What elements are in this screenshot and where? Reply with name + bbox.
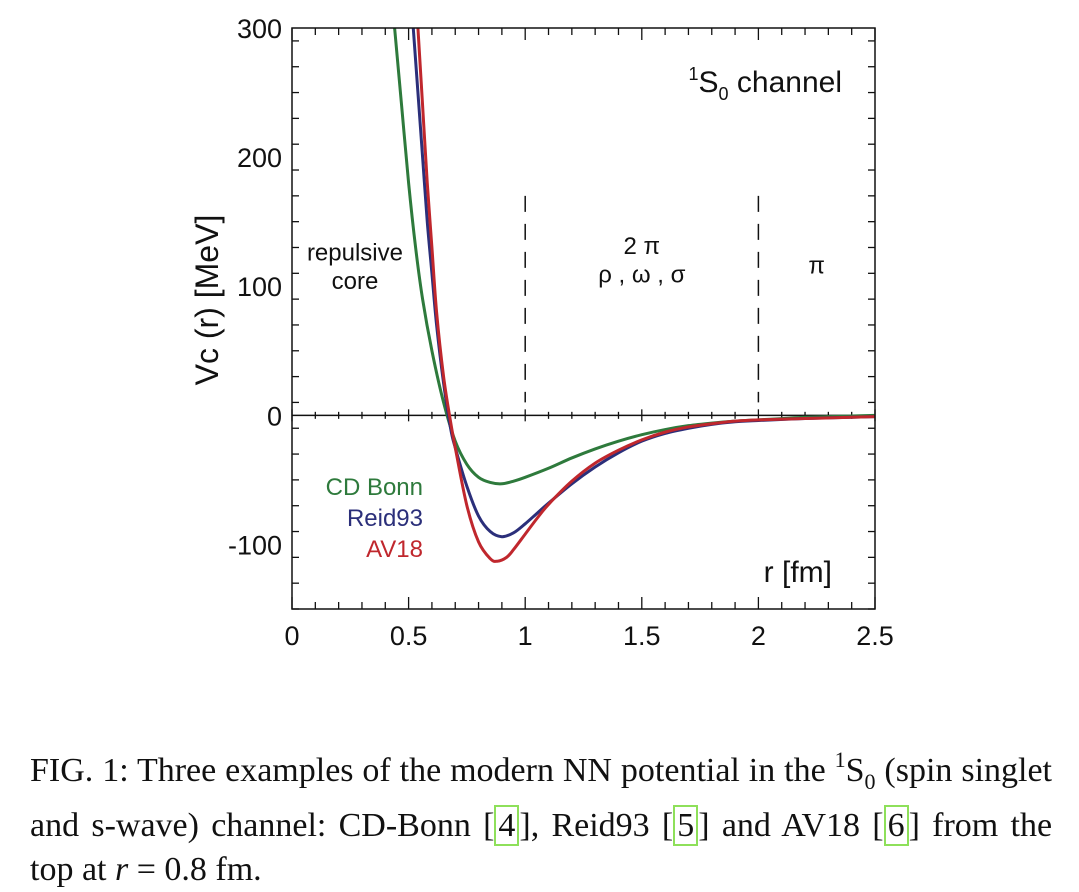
x-axis-label: r [fm] [764,556,832,589]
x-tick-label: 0.5 [390,621,428,651]
tick-labels: 0 0.5 1 1.5 2 2.5 -100 0 100 200 300 [228,14,894,651]
citation-link-4[interactable]: 4 [494,804,520,846]
caption-sup: 1 [834,747,846,772]
curves [393,28,875,563]
caption-math-rest: = 0.8 fm. [128,850,262,888]
y-tick-label: -100 [228,530,282,560]
x-tick-label: 1 [518,621,533,651]
y-axis-label: Vc (r) [MeV] [189,215,225,386]
caption-prefix: FIG. 1: Three examples of the modern NN … [30,752,835,789]
channel-label-main: S [699,66,719,99]
figure-caption: FIG. 1: Three examples of the modern NN … [30,738,1052,892]
caption-after1: ], Reid93 [ [519,806,674,844]
region-label: 2 π [624,233,661,260]
caption-after3: ] from the top at [30,806,1053,888]
channel-label: 1S0 channel [689,64,842,104]
region-label: core [332,268,379,295]
plot-frame [291,27,876,610]
series-line-av18 [416,28,875,563]
channel-label-sup: 1 [689,64,699,84]
legend-entry-reid93: Reid93 [347,505,423,532]
y-tick-label: 300 [237,14,282,44]
x-tick-label: 1.5 [623,621,661,651]
caption-sub: 0 [864,768,876,794]
caption-math-r: r [114,850,129,888]
caption-after2: ] and AV18 [ [698,806,884,844]
region-label: ρ , ω , σ [598,261,685,288]
caption-s: S [845,752,865,789]
y-tick-label: 100 [237,272,282,302]
channel-label-rest: channel [729,66,842,99]
citation-link-6[interactable]: 6 [883,804,909,846]
citation-link-5[interactable]: 5 [673,804,699,846]
legend: CD Bonn Reid93 AV18 [326,474,423,563]
y-tick-label: 0 [267,401,282,431]
x-tick-label: 2 [751,621,766,651]
region-dividers [524,195,760,403]
legend-entry-cd-bonn: CD Bonn [326,474,423,501]
x-tick-label: 0 [284,621,299,651]
region-label: repulsive [307,239,403,266]
y-tick-label: 200 [237,143,282,173]
caption-middle: (spin singlet and s-wave) channel: CD-Bo… [30,752,1052,844]
nn-potential-chart: 0 0.5 1 1.5 2 2.5 -100 0 100 200 300 repulsivecore… [189,14,894,651]
x-tick-label: 2.5 [856,621,894,651]
region-label: π [808,252,825,279]
legend-entry-av18: AV18 [366,536,423,563]
channel-label-sub: 0 [719,84,729,104]
